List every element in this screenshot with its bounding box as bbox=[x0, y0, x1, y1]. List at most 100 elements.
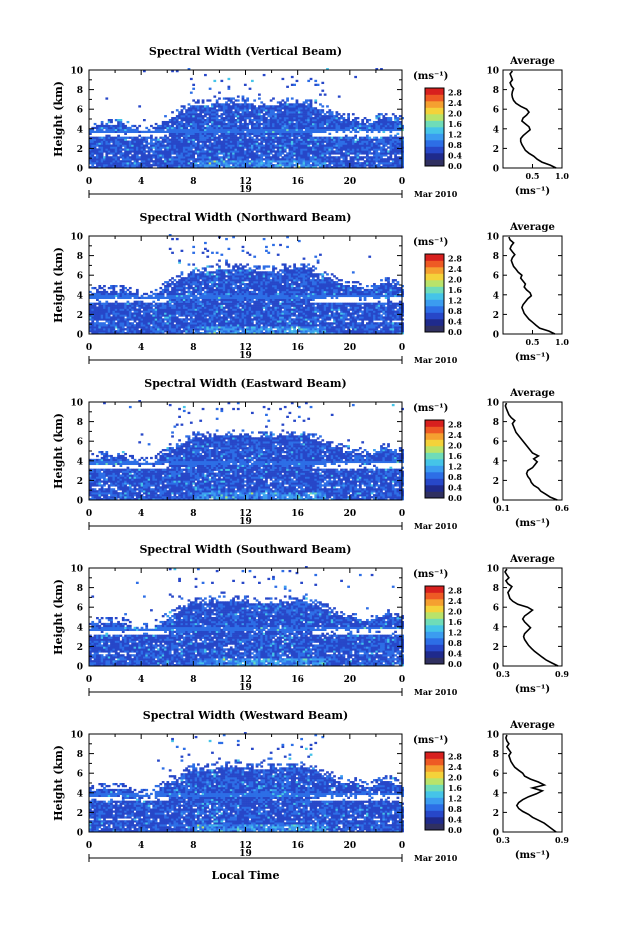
heatmap-cell bbox=[375, 164, 379, 167]
heatmap-cell bbox=[288, 158, 292, 161]
heatmap-cell bbox=[286, 85, 289, 88]
heatmap-cell bbox=[206, 128, 210, 132]
heatmap-cell bbox=[114, 154, 118, 157]
heatmap-cell bbox=[194, 288, 198, 292]
heatmap-cell bbox=[110, 316, 113, 319]
heatmap-cell bbox=[401, 160, 404, 163]
heatmap-cell bbox=[290, 160, 294, 163]
heatmap-cell bbox=[215, 298, 219, 301]
heatmap-cell bbox=[150, 166, 153, 169]
heatmap-cell bbox=[211, 300, 214, 303]
heatmap-cell bbox=[340, 122, 343, 126]
heatmap-cell bbox=[196, 279, 200, 282]
heatmap-cell bbox=[152, 152, 156, 155]
heatmap-cell bbox=[201, 126, 205, 130]
heatmap-cell bbox=[126, 310, 130, 313]
heatmap-cell bbox=[316, 120, 320, 124]
heatmap-cell bbox=[213, 302, 217, 305]
heatmap-cell bbox=[201, 294, 205, 298]
heatmap-cell bbox=[401, 142, 404, 145]
heatmap-cell bbox=[215, 314, 219, 317]
heatmap-cell bbox=[194, 162, 198, 165]
heatmap-cell bbox=[215, 105, 219, 108]
heatmap-cell bbox=[91, 332, 95, 335]
heatmap-cell bbox=[337, 158, 341, 161]
heatmap-cell bbox=[187, 330, 191, 333]
heatmap-cell bbox=[333, 160, 336, 163]
heatmap-cell bbox=[222, 294, 226, 298]
heatmap-cell bbox=[96, 288, 99, 292]
heatmap-cell bbox=[142, 119, 146, 122]
heatmap-cell bbox=[272, 142, 275, 145]
heatmap-cell bbox=[377, 124, 381, 128]
panel-title: Spectral Width (Northward Beam) bbox=[140, 211, 352, 224]
heatmap-cell bbox=[328, 128, 332, 132]
heatmap-cell bbox=[98, 314, 102, 317]
heatmap-cell bbox=[185, 152, 188, 155]
heatmap-cell bbox=[248, 162, 252, 165]
heatmap-cell bbox=[135, 314, 139, 317]
heatmap-cell bbox=[189, 130, 193, 134]
heatmap-cell bbox=[196, 150, 200, 153]
heatmap-cell bbox=[314, 142, 318, 145]
heatmap-cell bbox=[337, 128, 341, 132]
heatmap-cell bbox=[201, 306, 205, 309]
heatmap-cell bbox=[89, 148, 92, 151]
heatmap-cell bbox=[173, 130, 177, 134]
heatmap-cell bbox=[157, 328, 160, 331]
heatmap-cell bbox=[182, 314, 186, 317]
heatmap-cell bbox=[98, 324, 102, 327]
heatmap-cell bbox=[159, 162, 163, 165]
heatmap-cell bbox=[150, 146, 153, 149]
heatmap-cell bbox=[105, 154, 109, 157]
heatmap-cell bbox=[377, 119, 381, 122]
heatmap-cell bbox=[304, 164, 308, 167]
heatmap-cell bbox=[119, 130, 123, 134]
heatmap-cell bbox=[225, 119, 228, 122]
heatmap-cell bbox=[312, 152, 315, 155]
heatmap-cell bbox=[276, 158, 280, 161]
heatmap-cell bbox=[93, 150, 97, 153]
heatmap-cell bbox=[229, 138, 233, 141]
heatmap-cell bbox=[173, 148, 177, 151]
heatmap-cell bbox=[274, 146, 278, 149]
heatmap-cell bbox=[182, 128, 186, 132]
heatmap-cell bbox=[206, 310, 210, 313]
heatmap-cell bbox=[124, 304, 127, 307]
heatmap-cell bbox=[140, 306, 144, 309]
heatmap-cell bbox=[349, 138, 353, 141]
colorbar-segment bbox=[425, 140, 444, 147]
heatmap-cell bbox=[189, 91, 193, 94]
heatmap-cell bbox=[283, 134, 287, 137]
heatmap-cell bbox=[161, 156, 165, 159]
heatmap-cell bbox=[234, 130, 238, 134]
heatmap-cell bbox=[128, 308, 132, 311]
heatmap-cell bbox=[208, 326, 212, 329]
heatmap-cell bbox=[157, 152, 160, 155]
heatmap-cell bbox=[173, 312, 177, 315]
heatmap-cell bbox=[182, 130, 186, 134]
heatmap-cell bbox=[194, 275, 198, 278]
heatmap-cell bbox=[246, 152, 250, 155]
heatmap-cell bbox=[204, 152, 207, 155]
heatmap-cell bbox=[220, 273, 224, 276]
heatmap-cell bbox=[220, 136, 224, 139]
heatmap-cell bbox=[199, 281, 203, 284]
heatmap-cell bbox=[119, 136, 123, 139]
heatmap-cell bbox=[157, 308, 160, 311]
heatmap-cell bbox=[328, 119, 332, 122]
heatmap-cell bbox=[164, 166, 167, 169]
heatmap-cell bbox=[157, 322, 160, 325]
heatmap-cell bbox=[335, 138, 339, 141]
heatmap-cell bbox=[373, 128, 376, 132]
heatmap-cell bbox=[164, 115, 167, 118]
heatmap-cell bbox=[304, 120, 308, 124]
heatmap-cell bbox=[220, 119, 224, 122]
heatmap-cell bbox=[150, 308, 153, 311]
heatmap-cell bbox=[215, 290, 219, 294]
heatmap-cell bbox=[389, 136, 393, 139]
heatmap-cell bbox=[234, 162, 238, 165]
heatmap-cell bbox=[227, 117, 231, 120]
heatmap-cell bbox=[147, 156, 151, 159]
